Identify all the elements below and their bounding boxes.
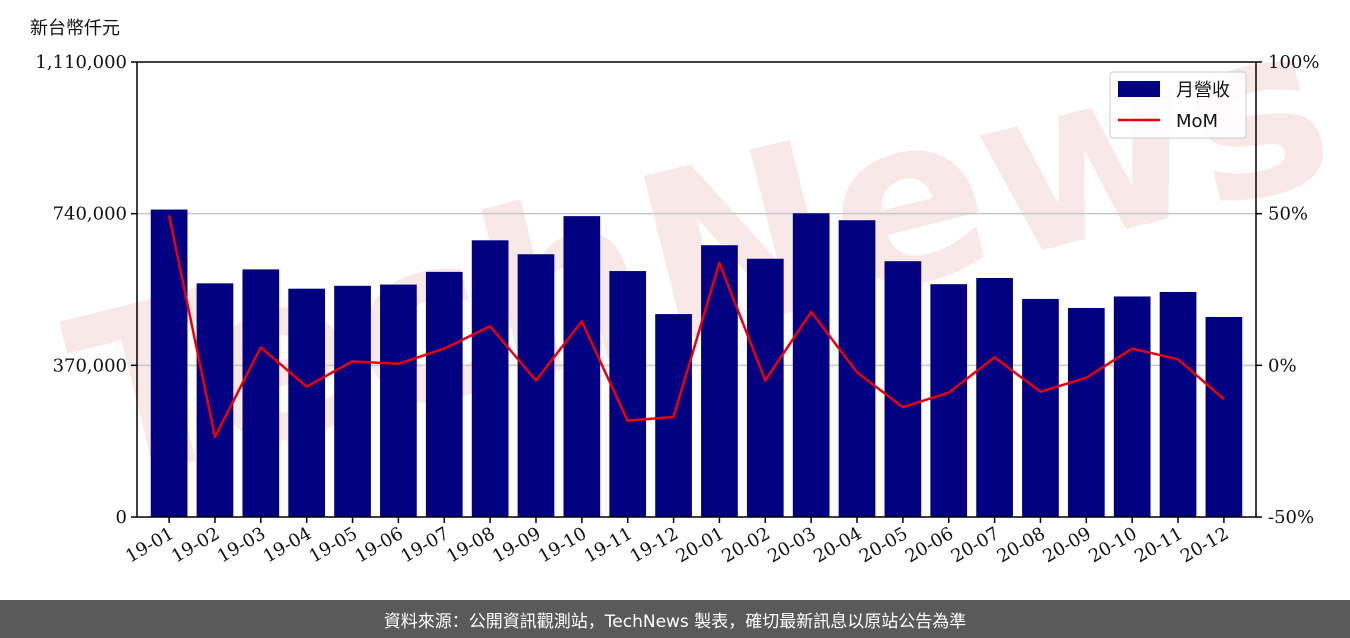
bar-20-09 — [1067, 307, 1105, 517]
bar-19-06 — [380, 284, 417, 517]
bar-20-12 — [1205, 316, 1243, 517]
bar-20-05 — [884, 261, 922, 517]
bar-19-10 — [563, 216, 601, 517]
source-footer: 資料來源：公開資訊觀測站，TechNews 製表，確切最新訊息以原站公告為準 — [0, 600, 1350, 638]
line-series — [167, 214, 1225, 439]
x-tick-label: 20-01 — [672, 523, 727, 567]
chart-area: 新台幣仟元 TechNews 0 370,000 740,000 1,110,000-… — [30, 0, 1350, 567]
x-tick-label: 20-02 — [718, 523, 773, 567]
plot-frame — [136, 61, 1257, 518]
y-left-tick-label: 1,110,000 — [35, 52, 127, 73]
x-tick-label: 20-06 — [902, 523, 957, 567]
bar-20-06 — [930, 284, 968, 517]
bar-20-02 — [746, 258, 784, 517]
x-tick-label: 20-05 — [856, 523, 911, 567]
legend: 月營收 MoM — [1109, 71, 1247, 139]
x-tick-label: 19-05 — [306, 523, 361, 567]
x-tick-label: 19-03 — [214, 523, 269, 567]
legend-swatch-bar — [1118, 81, 1160, 97]
legend-label-bar: 月營收 — [1176, 80, 1230, 101]
x-tick-label: 20-04 — [810, 523, 865, 567]
x-tick-label: 19-11 — [581, 523, 636, 567]
y-left-tick-label: 370,000 — [53, 355, 127, 376]
bar-19-07 — [425, 271, 463, 517]
bar-19-05 — [334, 285, 371, 517]
x-tick-label: 20-03 — [764, 523, 819, 567]
x-tick-label: 19-04 — [260, 523, 315, 567]
bar-19-02 — [196, 283, 234, 517]
bar-20-07 — [976, 278, 1013, 517]
bar-20-08 — [1022, 298, 1059, 517]
bar-19-03 — [242, 269, 280, 517]
bar-19-09 — [517, 254, 555, 517]
x-tick-label: 20-09 — [1039, 523, 1094, 567]
x-tick-label: 20-07 — [948, 523, 1003, 567]
y-right-tick-label: 50% — [1268, 204, 1308, 225]
x-tick-label: 20-11 — [1131, 523, 1186, 567]
x-tick-label: 19-10 — [535, 523, 590, 567]
legend-label-line: MoM — [1176, 111, 1218, 132]
y-left-tick-label: 0 — [116, 507, 127, 528]
x-tick-label: 20-12 — [1177, 523, 1232, 567]
y-right-tick-label: -50% — [1268, 507, 1314, 528]
bar-20-04 — [838, 220, 876, 517]
y-right-tick-label: 0% — [1268, 355, 1297, 376]
x-tick-label: 19-12 — [627, 523, 682, 567]
bar-20-10 — [1113, 296, 1151, 517]
x-tick-label: 19-07 — [397, 523, 452, 567]
mom-line — [167, 214, 1225, 439]
combo-chart: TechNews 0370,000740,0001,110,000-50%0%5… — [35, 0, 1350, 567]
x-tick-label: 19-06 — [351, 523, 406, 567]
y-axis-unit-label: 新台幣仟元 — [30, 18, 120, 39]
y-right-tick-label: 100% — [1268, 52, 1319, 73]
bar-19-04 — [288, 288, 326, 517]
y-left-tick-label: 740,000 — [53, 204, 127, 225]
x-tick-label: 19-08 — [443, 523, 498, 567]
x-tick-label: 20-10 — [1085, 523, 1140, 567]
bar-19-01 — [150, 209, 188, 517]
bar-20-03 — [792, 213, 830, 517]
x-tick-label: 19-02 — [168, 523, 223, 567]
x-tick-label: 19-09 — [489, 523, 544, 567]
bar-series — [150, 209, 1243, 518]
bar-20-01 — [701, 245, 738, 517]
bar-20-11 — [1159, 291, 1197, 517]
bar-19-08 — [471, 240, 509, 518]
x-tick-label: 20-08 — [994, 523, 1049, 567]
